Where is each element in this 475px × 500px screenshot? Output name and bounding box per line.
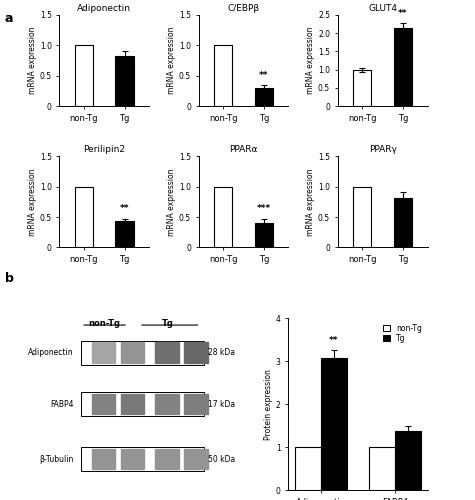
Bar [395,430,421,490]
Y-axis label: Protein expression: Protein expression [264,368,273,440]
Y-axis label: mRNA expression: mRNA expression [28,168,37,235]
Y-axis label: mRNA expression: mRNA expression [306,27,315,94]
Bar [214,186,232,248]
Bar [255,88,273,106]
Bar [155,342,179,363]
Bar [155,449,179,469]
Bar [353,186,371,248]
Bar [394,198,412,248]
Title: PPARα: PPARα [229,145,257,154]
Bar [369,447,395,490]
Text: **: ** [398,8,408,18]
Bar [92,342,115,363]
Text: Adiponectin: Adiponectin [28,348,74,357]
Bar [184,342,208,363]
Y-axis label: mRNA expression: mRNA expression [167,168,176,235]
Bar [81,340,204,364]
Bar [81,447,204,471]
Text: non-Tg: non-Tg [89,319,121,328]
Y-axis label: mRNA expression: mRNA expression [28,27,37,94]
Bar [121,394,144,414]
Text: Tg: Tg [162,319,174,328]
Bar [81,392,204,416]
Bar [214,46,232,106]
Text: **: ** [120,204,129,214]
Y-axis label: mRNA expression: mRNA expression [306,168,315,235]
Y-axis label: mRNA expression: mRNA expression [167,27,176,94]
Bar [394,28,412,106]
Bar [92,394,115,414]
Bar [294,447,321,490]
Title: PPARγ: PPARγ [369,145,397,154]
Bar [121,449,144,469]
Bar [75,46,93,106]
Bar [184,449,208,469]
Text: 50 kDa: 50 kDa [208,454,235,464]
Title: GLUT4: GLUT4 [368,4,397,13]
Legend: non-Tg, Tg: non-Tg, Tg [381,322,424,344]
Title: Adiponectin: Adiponectin [77,4,131,13]
Bar [115,222,134,248]
Text: FABP4: FABP4 [50,400,74,408]
Title: C/EBPβ: C/EBPβ [228,4,259,13]
Title: Perilipin2: Perilipin2 [83,145,125,154]
Text: β-Tubulin: β-Tubulin [39,454,74,464]
Bar [121,342,144,363]
Bar [184,394,208,414]
Text: **: ** [259,71,268,80]
Bar [155,394,179,414]
Text: **: ** [329,336,339,345]
Text: b: b [5,272,14,285]
Bar [321,358,347,490]
Bar [353,70,371,106]
Bar [115,56,134,106]
Text: a: a [5,12,13,26]
Bar [92,449,115,469]
Bar [75,186,93,248]
Bar [255,223,273,248]
Text: 17 kDa: 17 kDa [208,400,235,408]
Text: ***: *** [256,204,271,214]
Text: 28 kDa: 28 kDa [208,348,235,357]
